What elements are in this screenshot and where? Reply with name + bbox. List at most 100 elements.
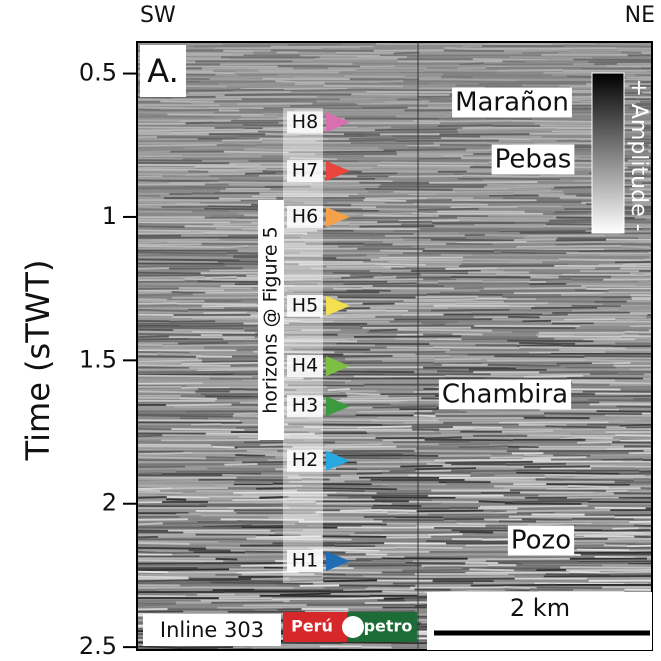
reflector [207, 467, 276, 471]
reflector [413, 414, 436, 418]
reflector [327, 388, 350, 392]
reflector [455, 520, 500, 523]
reflector [546, 368, 630, 371]
horizon-marker [326, 356, 350, 377]
reflector [262, 139, 317, 143]
reflector [264, 185, 311, 189]
reflector [289, 157, 338, 161]
reflector [137, 373, 234, 376]
reflector [493, 579, 589, 583]
reflector [137, 377, 210, 381]
reflector [279, 256, 337, 260]
horizon-label-box [287, 205, 323, 228]
reflector [204, 276, 237, 279]
reflector [164, 253, 234, 258]
reflector [382, 265, 406, 268]
reflector [173, 329, 245, 332]
reflector [322, 298, 420, 301]
reflector [137, 108, 161, 111]
reflector [584, 514, 652, 517]
reflector [543, 412, 642, 416]
reflector [220, 62, 327, 66]
reflector [479, 445, 509, 449]
reflector [381, 509, 417, 512]
reflector [516, 564, 603, 568]
reflector [413, 119, 448, 123]
reflector [280, 269, 370, 273]
reflector [590, 465, 652, 468]
reflector [590, 551, 652, 554]
reflector [137, 518, 188, 521]
reflector [196, 368, 259, 372]
reflector [270, 188, 366, 192]
panel-label-box [140, 45, 186, 97]
reflector [415, 295, 478, 299]
reflector [403, 421, 444, 424]
reflector [494, 355, 585, 358]
reflector [513, 291, 604, 295]
reflector [419, 51, 523, 55]
reflector [137, 592, 198, 596]
reflector [137, 414, 233, 418]
reflector [609, 390, 652, 393]
horizons-note: horizons @ Figure 5 [260, 226, 282, 414]
reflector [339, 509, 382, 512]
reflector [416, 447, 520, 450]
horizon-label: H7 [292, 160, 318, 182]
reflector [545, 475, 574, 479]
reflector [388, 484, 494, 488]
reflector [498, 561, 522, 565]
reflector [288, 146, 379, 149]
reflector [295, 487, 398, 491]
reflector [247, 449, 278, 453]
reflector [379, 249, 423, 253]
reflector [619, 232, 652, 235]
reflector [363, 168, 436, 172]
reflector [137, 271, 201, 275]
reflector [212, 445, 235, 449]
reflector [516, 244, 621, 248]
reflector [441, 75, 473, 79]
reflector [447, 119, 513, 123]
horizon-label-box [287, 111, 323, 134]
reflector [137, 522, 163, 526]
reflector [603, 278, 652, 281]
reflector [293, 586, 325, 589]
reflector [546, 483, 630, 486]
reflector [137, 186, 183, 189]
reflector [433, 346, 520, 350]
reflector [508, 188, 552, 191]
reflector [538, 194, 577, 198]
reflector [166, 498, 187, 501]
reflector [189, 542, 273, 546]
reflector [382, 590, 425, 594]
reflector [561, 428, 649, 431]
reflector [329, 478, 371, 481]
reflector [187, 575, 239, 578]
horizon-label-box [287, 550, 323, 573]
reflector [237, 167, 266, 171]
reflector [575, 341, 616, 345]
reflector [403, 84, 456, 87]
reflector [629, 117, 652, 120]
reflector [573, 333, 639, 337]
reflector [276, 643, 338, 647]
reflector [348, 610, 416, 613]
scale-box [427, 592, 652, 650]
reflector [137, 143, 217, 147]
reflector [322, 575, 363, 578]
reflector [382, 520, 456, 524]
reflector [330, 590, 383, 593]
reflector [222, 42, 289, 46]
reflector [137, 150, 171, 154]
horizon-marker [326, 396, 350, 417]
reflector [418, 207, 479, 211]
reflector [384, 201, 482, 204]
reflector [219, 104, 290, 108]
horizon-label: H8 [292, 111, 318, 133]
reflector [137, 366, 189, 370]
reflector [347, 337, 372, 341]
reflector [594, 506, 646, 510]
reflector [586, 456, 652, 459]
